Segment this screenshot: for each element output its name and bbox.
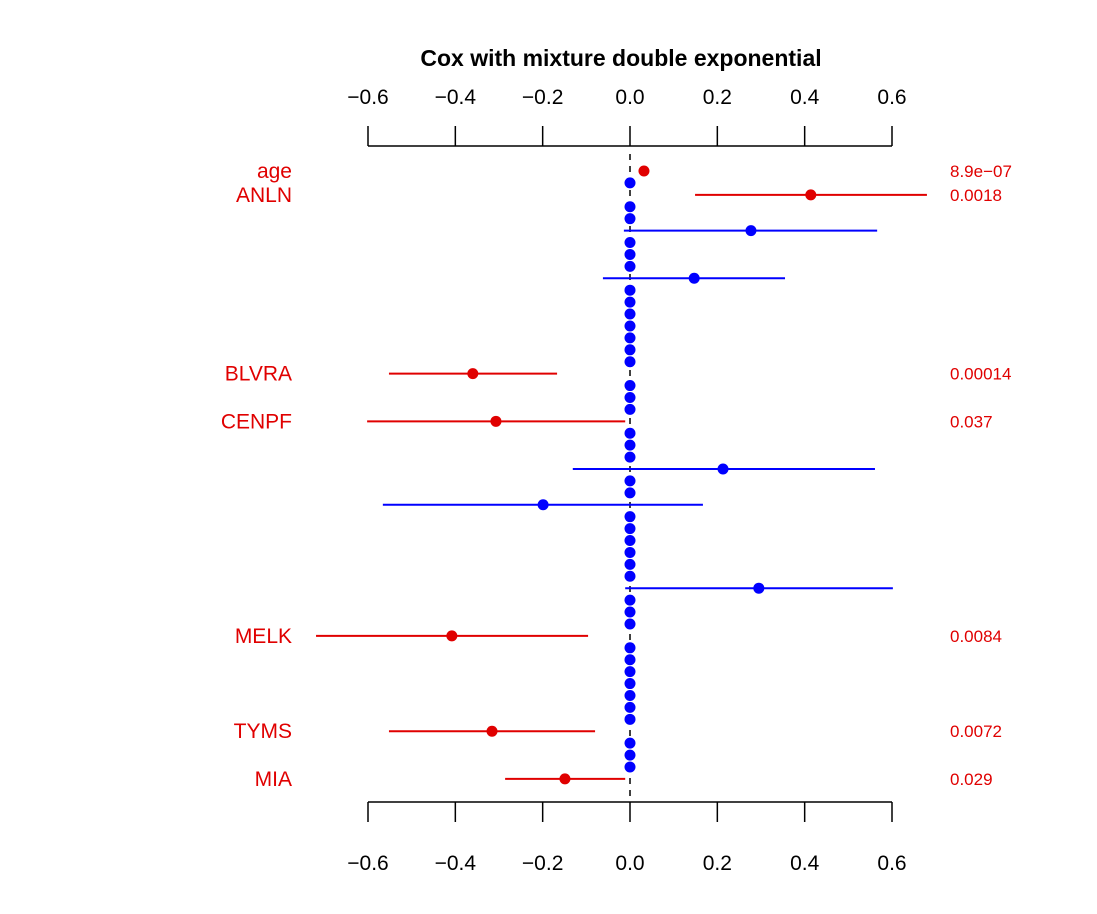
point-estimate [624,546,636,558]
point-estimate [624,523,636,535]
point-estimate [490,415,502,427]
point-estimate [624,511,636,523]
point-estimate [624,535,636,547]
row-label: BLVRA [225,363,292,386]
row-label: ANLN [236,184,292,207]
bottom-x-axis: −0.6 −0.4 −0.2 0.0 0.2 0.4 0.6 [347,801,907,875]
point-estimate [624,439,636,451]
point-estimate [624,606,636,618]
point-estimate [624,320,636,332]
top-tick-label: 0.4 [790,86,820,109]
point-estimate [624,737,636,749]
point-estimate [753,582,765,594]
bottom-tick-label: 0.2 [703,852,732,875]
p-value-label: 8.9e−07 [950,162,1012,181]
point-estimate [624,403,636,415]
p-value-label: 0.029 [950,770,993,789]
point-estimate [624,713,636,725]
row-label: TYMS [234,720,292,743]
top-x-axis: −0.6 −0.4 −0.2 0.0 0.2 0.4 0.6 [347,86,907,147]
bottom-tick-label: −0.4 [435,852,477,875]
point-estimate [624,391,636,403]
row-label: CENPF [221,410,292,433]
p-value-label: 0.0084 [950,627,1002,646]
point-estimate [624,296,636,308]
point-estimate [624,558,636,570]
rows: age 8.9e−07 ANLN 0.0018 BLVRA 0.00014 CENPF 0.0… [221,160,1012,791]
point-estimate [467,368,479,380]
point-estimate [624,248,636,260]
bottom-tick-label: −0.6 [347,852,388,875]
point-estimate [624,177,636,189]
top-tick-label: 0.6 [877,86,906,109]
point-estimate [624,654,636,666]
p-value-label: 0.0072 [950,722,1002,741]
point-estimate [624,427,636,439]
point-estimate [624,284,636,296]
bottom-tick-label: −0.2 [522,852,563,875]
point-estimate [559,773,571,785]
point-estimate [624,761,636,773]
point-estimate [624,642,636,654]
bottom-tick-label: 0.4 [790,852,820,875]
point-estimate [624,475,636,487]
point-estimate [624,356,636,368]
point-estimate [624,749,636,761]
top-tick-label: −0.6 [347,86,388,109]
point-estimate [624,260,636,272]
point-estimate [688,272,700,284]
row-label: MELK [235,625,292,648]
point-estimate [624,332,636,344]
point-estimate [486,725,498,737]
point-estimate [624,618,636,630]
point-estimate [624,701,636,713]
point-estimate [624,689,636,701]
point-estimate [624,308,636,320]
p-value-label: 0.037 [950,412,993,431]
point-estimate [624,594,636,606]
row-label: MIA [255,768,292,791]
point-estimate [624,213,636,225]
chart-title: Cox with mixture double exponential [420,45,821,71]
point-estimate [446,630,458,642]
point-estimate [717,463,729,475]
top-tick-label: 0.2 [703,86,732,109]
top-tick-label: −0.4 [435,86,477,109]
point-estimate [624,344,636,356]
point-estimate [624,380,636,392]
p-value-label: 0.00014 [950,365,1011,384]
point-estimate [638,165,650,177]
row-label: age [257,160,292,183]
point-estimate [624,570,636,582]
bottom-tick-label: 0.0 [615,852,644,875]
bottom-tick-label: 0.6 [877,852,906,875]
point-estimate [624,678,636,690]
point-estimate [537,499,549,511]
top-tick-label: −0.2 [522,86,563,109]
top-tick-label: 0.0 [615,86,644,109]
p-value-label: 0.0018 [950,186,1002,205]
point-estimate [624,201,636,213]
point-estimate [805,189,817,201]
point-estimate [624,666,636,678]
point-estimate [745,225,757,237]
point-estimate [624,237,636,249]
point-estimate [624,487,636,499]
point-estimate [624,451,636,463]
